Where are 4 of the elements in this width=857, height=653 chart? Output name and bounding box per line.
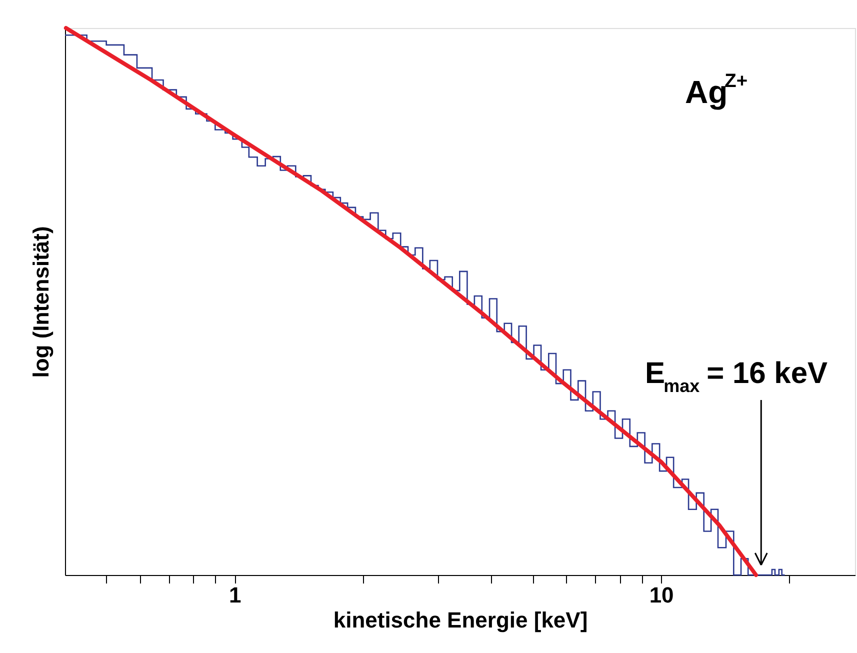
x-tick-label: 10 [649, 582, 674, 608]
y-axis-title: log (Intensität) [28, 226, 54, 378]
x-tick-label: 1 [229, 582, 242, 608]
x-axis-title: kinetische Energie [keV] [333, 608, 588, 632]
